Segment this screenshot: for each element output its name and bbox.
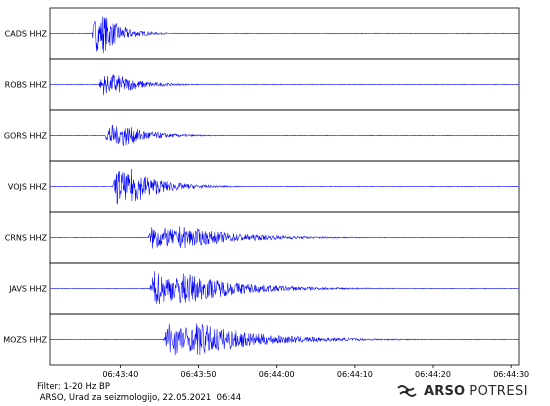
x-tick-label: 06:43:40 — [102, 370, 138, 379]
station-label: VOJS HHZ — [8, 183, 48, 192]
waveform-trace — [50, 271, 519, 304]
station-label: MOZS HHZ — [3, 336, 47, 345]
station-panel — [49, 313, 520, 366]
logo-brand: ARSO — [424, 383, 466, 399]
station-label: CRNS HHZ — [5, 234, 48, 243]
waveform-trace — [50, 16, 519, 54]
logo-suffix: POTRESI — [469, 383, 529, 399]
station-label: JAVS HHZ — [8, 285, 47, 294]
x-tick-label: 06:44:20 — [415, 370, 451, 379]
waveform-trace — [50, 168, 519, 205]
waveform-trace — [50, 226, 519, 249]
waveform-trace — [50, 323, 519, 356]
earthquake-waves-icon — [397, 385, 417, 397]
waveform-trace — [50, 74, 519, 96]
x-tick-label: 06:43:50 — [181, 370, 217, 379]
x-tick-label: 06:44:10 — [337, 370, 373, 379]
x-tick-label: 06:44:00 — [259, 370, 295, 379]
station-label: ROBS HHZ — [5, 81, 48, 90]
waveform-trace — [50, 124, 519, 147]
filter-caption: Filter: 1-20 Hz BP — [37, 382, 110, 392]
x-tick-label: 06:44:30 — [493, 370, 529, 379]
station-label: CADS HHZ — [5, 30, 48, 39]
credit-caption: ARSO, Urad za seizmologijo, 22.05.2021 0… — [37, 393, 242, 403]
arso-logo: ARSO POTRESI — [396, 381, 528, 401]
station-label: GORS HHZ — [4, 132, 48, 141]
seismogram-chart: CADS HHZ ROBS HHZ GORS HHZ VOJS HHZ CRNS HHZ… — [3, 7, 529, 379]
